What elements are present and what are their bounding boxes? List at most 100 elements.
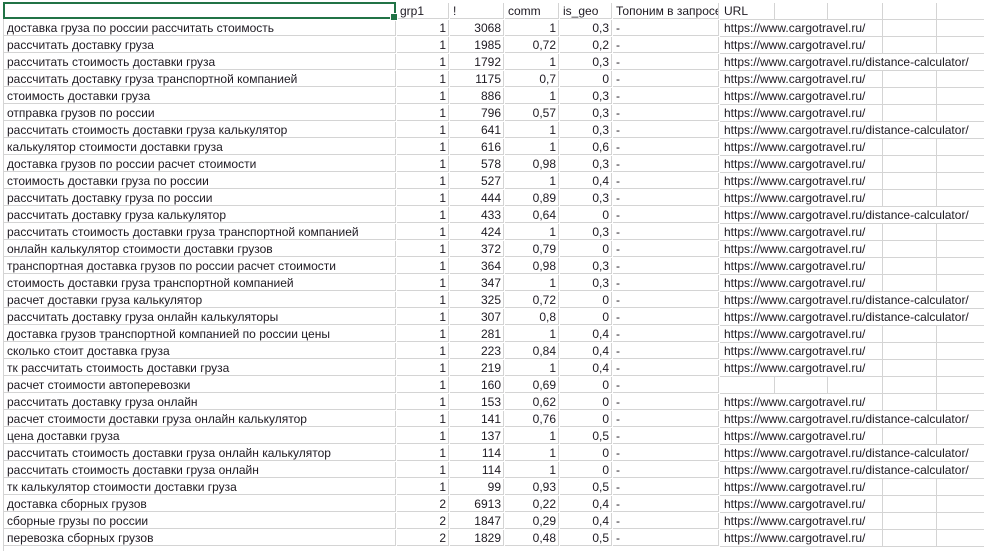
frequency-cell[interactable]: 223 xyxy=(450,343,504,359)
keyword-cell[interactable]: сборные грузы по россии xyxy=(4,513,396,529)
empty-cell[interactable] xyxy=(937,309,984,326)
keyword-cell[interactable]: калькулятор стоимости доставки груза xyxy=(4,139,396,155)
toponym-cell[interactable]: - xyxy=(613,513,719,529)
comm-cell[interactable]: 1 xyxy=(505,88,559,104)
empty-cell[interactable] xyxy=(883,377,937,394)
comm-cell[interactable]: 1 xyxy=(505,173,559,189)
grp1-cell[interactable]: 1 xyxy=(397,88,449,104)
is-geo-cell[interactable]: 0,3 xyxy=(560,156,612,172)
comm-cell[interactable]: 0,48 xyxy=(505,530,559,546)
keyword-cell[interactable]: рассчитать доставку груза онлайн xyxy=(4,394,396,410)
comm-cell[interactable]: 1 xyxy=(505,428,559,444)
toponym-cell[interactable]: - xyxy=(613,20,719,36)
is-geo-cell[interactable]: 0 xyxy=(560,462,612,478)
toponym-cell[interactable]: - xyxy=(613,173,719,189)
frequency-cell[interactable]: 364 xyxy=(450,258,504,274)
is-geo-cell[interactable]: 0,5 xyxy=(560,530,612,546)
toponym-cell[interactable]: - xyxy=(613,411,719,427)
empty-cell[interactable] xyxy=(883,190,937,207)
is-geo-cell[interactable]: 0 xyxy=(560,207,612,223)
empty-cell[interactable] xyxy=(883,258,937,275)
empty-cell[interactable] xyxy=(828,343,883,360)
empty-cell[interactable] xyxy=(937,122,984,139)
toponym-cell[interactable]: - xyxy=(613,309,719,325)
frequency-cell[interactable]: 141 xyxy=(450,411,504,427)
frequency-cell[interactable]: 444 xyxy=(450,190,504,206)
is-geo-cell[interactable]: 0,6 xyxy=(560,139,612,155)
selected-cell-a1[interactable] xyxy=(3,2,398,21)
grp1-cell[interactable]: 1 xyxy=(397,309,449,325)
is-geo-cell[interactable]: 0,3 xyxy=(560,224,612,240)
grp1-cell[interactable]: 1 xyxy=(397,37,449,53)
empty-cell[interactable] xyxy=(937,428,984,445)
is-geo-cell[interactable]: 0 xyxy=(560,411,612,427)
empty-cell[interactable] xyxy=(828,37,883,54)
comm-cell[interactable]: 0,57 xyxy=(505,105,559,121)
frequency-cell[interactable]: 616 xyxy=(450,139,504,155)
comm-cell[interactable]: 0,22 xyxy=(505,496,559,512)
empty-cell[interactable] xyxy=(937,20,984,37)
frequency-cell[interactable]: 372 xyxy=(450,241,504,257)
empty-cell[interactable] xyxy=(883,173,937,190)
toponym-cell[interactable]: - xyxy=(613,445,719,461)
empty-cell[interactable] xyxy=(883,275,937,292)
grp1-cell[interactable]: 1 xyxy=(397,105,449,121)
grp1-cell[interactable]: 1 xyxy=(397,360,449,376)
toponym-cell[interactable]: - xyxy=(613,71,719,87)
empty-cell[interactable] xyxy=(937,3,984,20)
empty-cell[interactable] xyxy=(937,394,984,411)
is-geo-cell[interactable]: 0 xyxy=(560,394,612,410)
empty-cell[interactable] xyxy=(828,258,883,275)
is-geo-cell[interactable]: 0,4 xyxy=(560,173,612,189)
empty-cell[interactable] xyxy=(883,71,937,88)
comm-cell[interactable]: 0,84 xyxy=(505,343,559,359)
empty-cell[interactable] xyxy=(937,207,984,224)
grp1-cell[interactable]: 1 xyxy=(397,20,449,36)
comm-cell[interactable]: 1 xyxy=(505,445,559,461)
toponym-cell[interactable]: - xyxy=(613,88,719,104)
empty-cell[interactable] xyxy=(828,139,883,156)
is-geo-cell[interactable]: 0,3 xyxy=(560,88,612,104)
empty-cell[interactable] xyxy=(937,411,984,428)
toponym-cell[interactable]: - xyxy=(613,224,719,240)
empty-cell[interactable] xyxy=(828,71,883,88)
toponym-cell[interactable]: - xyxy=(613,530,719,546)
is-geo-cell[interactable]: 0,3 xyxy=(560,122,612,138)
comm-cell[interactable]: 1 xyxy=(505,462,559,478)
frequency-cell[interactable]: 114 xyxy=(450,462,504,478)
frequency-cell[interactable]: 1847 xyxy=(450,513,504,529)
is-geo-cell[interactable]: 0,5 xyxy=(560,428,612,444)
frequency-cell[interactable]: 1829 xyxy=(450,530,504,546)
keyword-cell[interactable]: расчет стоимости доставки груза онлайн к… xyxy=(4,411,396,427)
frequency-cell[interactable]: 153 xyxy=(450,394,504,410)
empty-cell[interactable] xyxy=(828,428,883,445)
toponym-cell[interactable]: - xyxy=(613,377,719,393)
frequency-cell[interactable]: 527 xyxy=(450,173,504,189)
comm-cell[interactable]: 0,76 xyxy=(505,411,559,427)
empty-cell[interactable] xyxy=(937,462,984,479)
empty-cell[interactable] xyxy=(828,20,883,37)
grp1-cell[interactable]: 1 xyxy=(397,139,449,155)
empty-cell[interactable] xyxy=(937,292,984,309)
empty-cell[interactable] xyxy=(775,377,828,394)
toponym-cell[interactable]: - xyxy=(613,105,719,121)
empty-cell[interactable] xyxy=(828,394,883,411)
keyword-cell[interactable]: отправка грузов по россии xyxy=(4,105,396,121)
grp1-cell[interactable]: 1 xyxy=(397,190,449,206)
empty-cell[interactable] xyxy=(883,513,937,530)
header-is-geo[interactable]: is_geo xyxy=(560,3,612,19)
toponym-cell[interactable]: - xyxy=(613,479,719,495)
frequency-cell[interactable]: 325 xyxy=(450,292,504,308)
empty-cell[interactable] xyxy=(883,139,937,156)
fill-handle[interactable] xyxy=(390,13,398,21)
empty-cell[interactable] xyxy=(937,224,984,241)
empty-cell[interactable] xyxy=(828,156,883,173)
comm-cell[interactable]: 0,7 xyxy=(505,71,559,87)
comm-cell[interactable]: 0,62 xyxy=(505,394,559,410)
frequency-cell[interactable]: 1175 xyxy=(450,71,504,87)
comm-cell[interactable]: 1 xyxy=(505,360,559,376)
toponym-cell[interactable]: - xyxy=(613,139,719,155)
empty-cell[interactable] xyxy=(937,479,984,496)
toponym-cell[interactable]: - xyxy=(613,122,719,138)
empty-cell[interactable] xyxy=(937,190,984,207)
